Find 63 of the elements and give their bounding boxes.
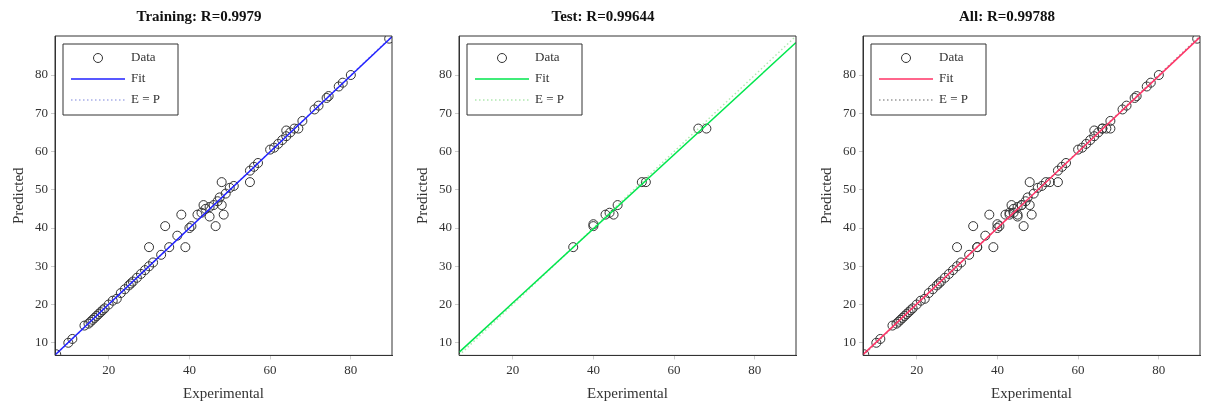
x-tick-label: 40 bbox=[586, 361, 600, 377]
y-tick-label: 50 bbox=[439, 181, 452, 197]
legend-label: Fit bbox=[939, 70, 954, 86]
legend-label: Data bbox=[939, 49, 964, 65]
y-tick-label: 60 bbox=[439, 142, 452, 158]
point bbox=[600, 209, 611, 220]
legend-label: E = P bbox=[939, 91, 969, 107]
y-tick-label: 20 bbox=[439, 295, 452, 311]
y-tick-label: 10 bbox=[843, 334, 856, 350]
y-tick-label: 60 bbox=[843, 142, 856, 158]
legend-label: Fit bbox=[535, 70, 550, 86]
y-tick-label: 40 bbox=[843, 219, 856, 235]
legend-label: E = P bbox=[535, 91, 565, 107]
x-tick-label: 60 bbox=[263, 361, 277, 377]
y-tick-label: 80 bbox=[843, 66, 856, 82]
point bbox=[568, 242, 579, 253]
y-tick-label: 40 bbox=[439, 219, 452, 235]
x-axis-title: Experimental bbox=[587, 384, 668, 401]
point bbox=[701, 123, 712, 134]
x-axis-title: Experimental bbox=[991, 384, 1072, 401]
y-tick-label: 10 bbox=[439, 334, 452, 350]
chart-title: All: R=0.99788 bbox=[958, 7, 1056, 24]
x-tick-label: 80 bbox=[748, 361, 762, 377]
y-tick-label: 70 bbox=[439, 104, 452, 120]
y-tick-label: 20 bbox=[35, 295, 48, 311]
y-axis-title: Predicted bbox=[9, 166, 26, 225]
x-tick-label: 60 bbox=[667, 361, 681, 377]
y-tick-label: 30 bbox=[439, 257, 452, 273]
y-tick-label: 50 bbox=[35, 181, 48, 197]
chart-title: Training: R=0.9979 bbox=[136, 7, 262, 24]
point bbox=[612, 200, 623, 211]
y-tick-label: 40 bbox=[35, 219, 48, 235]
y-tick-label: 80 bbox=[439, 66, 452, 82]
y-tick-label: 30 bbox=[35, 257, 48, 273]
legend-label: Data bbox=[535, 49, 560, 65]
x-tick-label: 20 bbox=[506, 361, 520, 377]
point bbox=[640, 177, 651, 188]
y-axis-title: Predicted bbox=[817, 166, 834, 225]
x-tick-label: 20 bbox=[102, 361, 116, 377]
x-tick-label: 20 bbox=[910, 361, 924, 377]
y-tick-label: 80 bbox=[35, 66, 48, 82]
x-axis-title: Experimental bbox=[183, 384, 264, 401]
y-tick-label: 60 bbox=[35, 142, 48, 158]
chart-title: Test: R=0.99644 bbox=[551, 7, 655, 24]
y-tick-label: 70 bbox=[35, 104, 48, 120]
x-tick-label: 40 bbox=[990, 361, 1004, 377]
legend-label: Fit bbox=[131, 70, 146, 86]
y-tick-label: 30 bbox=[843, 257, 856, 273]
y-tick-label: 10 bbox=[35, 334, 48, 350]
x-tick-label: 60 bbox=[1071, 361, 1085, 377]
legend-label: E = P bbox=[131, 91, 161, 107]
y-tick-label: 50 bbox=[843, 181, 856, 197]
point bbox=[608, 209, 619, 220]
point bbox=[636, 177, 647, 188]
x-tick-label: 80 bbox=[344, 361, 358, 377]
point bbox=[604, 207, 615, 218]
y-tick-label: 70 bbox=[843, 104, 856, 120]
point bbox=[693, 123, 704, 134]
legend-label: Data bbox=[131, 49, 156, 65]
y-tick-label: 20 bbox=[843, 295, 856, 311]
x-tick-label: 40 bbox=[182, 361, 196, 377]
y-axis-title: Predicted bbox=[413, 166, 430, 225]
x-tick-label: 80 bbox=[1152, 361, 1166, 377]
